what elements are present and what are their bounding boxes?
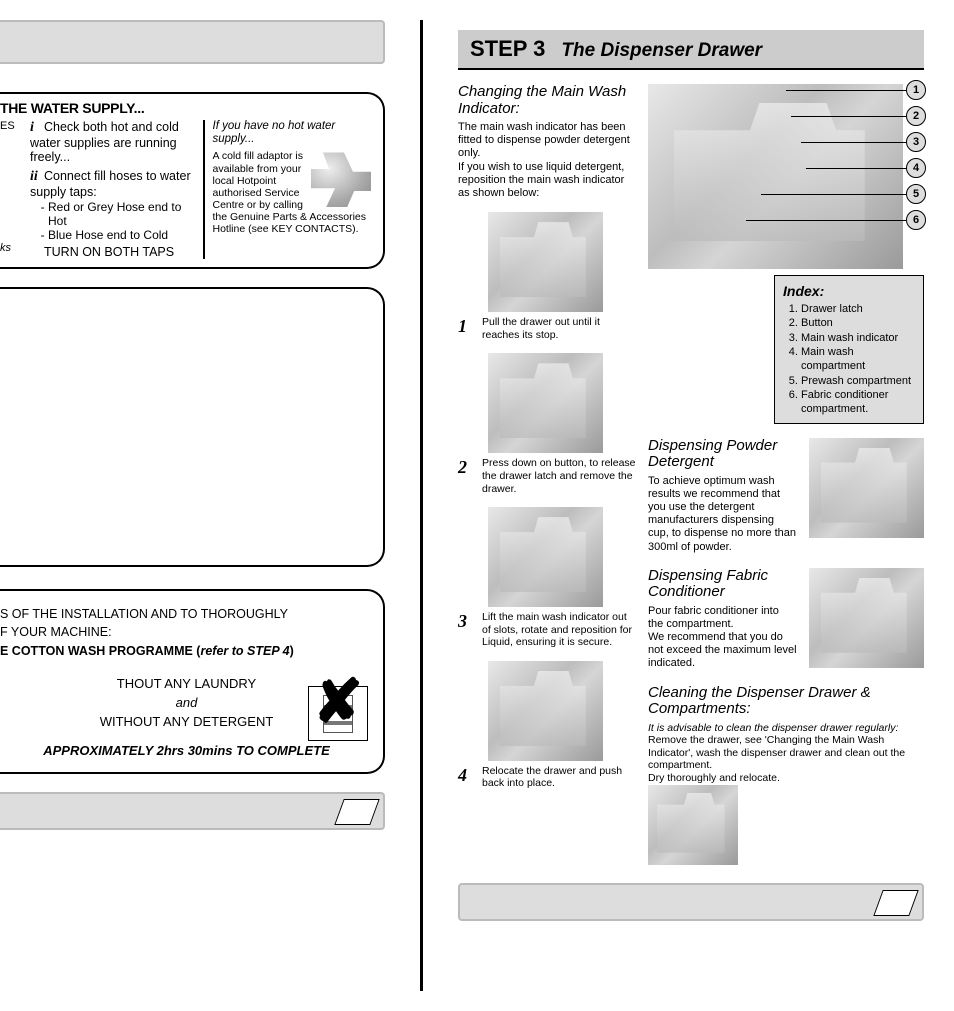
check-i: Check both hot and cold water supplies a… — [30, 120, 179, 164]
cleaning-lead: It is advisable to clean the dispenser d… — [648, 722, 924, 735]
install-box: S OF THE INSTALLATION AND TO THOROUGHLY … — [0, 589, 385, 774]
idx-1: Drawer latch — [801, 302, 915, 316]
water-checks: iCheck both hot and cold water supplies … — [30, 120, 195, 259]
left-footer-bar — [0, 792, 385, 830]
mid-empty-box — [0, 287, 385, 567]
fabric-photo — [809, 568, 924, 668]
es-label: ES — [0, 120, 22, 132]
index-box: Index: Drawer latch Button Main wash ind… — [774, 275, 924, 424]
ks-label: ks — [0, 242, 22, 254]
powder-heading: Dispensing Powder Detergent — [648, 438, 797, 471]
nohot-lead: If you have no hot water supply... — [213, 120, 372, 146]
left-column: THE WATER SUPPLY... ES ks iCheck both ho… — [0, 0, 395, 1011]
no-detergent-icon: ✘ — [308, 686, 368, 741]
changing-heading: Changing the Main Wash Indicator: — [458, 84, 636, 117]
step4: 4Relocate the drawer and push back into … — [458, 765, 636, 790]
install-line2: F YOUR MACHINE: — [0, 625, 373, 639]
divider — [203, 120, 205, 259]
check-ii: Connect fill hoses to water supply taps: — [30, 169, 191, 199]
step-header: STEP 3 The Dispenser Drawer — [458, 30, 924, 70]
no-hot-water: If you have no hot water supply... A col… — [213, 120, 374, 259]
column-divider — [420, 20, 423, 991]
step3-photo — [488, 507, 603, 607]
install-line1: S OF THE INSTALLATION AND TO THOROUGHLY — [0, 607, 373, 621]
step1-photo — [488, 212, 603, 312]
fabric-heading: Dispensing Fabric Conditioner — [648, 568, 797, 601]
approx-time: APPROXIMATELY 2hrs 30mins TO COMPLETE — [0, 743, 373, 758]
right-column: STEP 3 The Dispenser Drawer Changing the… — [448, 0, 954, 1011]
install-programme: E COTTON WASH PROGRAMME (refer to STEP 4… — [0, 644, 373, 658]
left-title-bar — [0, 20, 385, 64]
step2: 2Press down on button, to release the dr… — [458, 457, 636, 495]
step4-photo — [488, 661, 603, 761]
step1: 1Pull the drawer out until it reaches it… — [458, 316, 636, 341]
idx-4: Main wash compartment — [801, 345, 915, 374]
idx-5: Prewash compartment — [801, 374, 915, 388]
adaptor-icon — [311, 152, 371, 207]
callout-6: 6 — [906, 210, 926, 230]
step3: 3Lift the main wash indicator out of slo… — [458, 611, 636, 649]
idx-3: Main wash indicator — [801, 331, 915, 345]
turn-on-taps: TURN ON BOTH TAPS — [44, 245, 195, 259]
step-title: The Dispenser Drawer — [561, 40, 762, 62]
page: THE WATER SUPPLY... ES ks iCheck both ho… — [0, 0, 954, 1011]
step2-photo — [488, 353, 603, 453]
powder-photo — [809, 438, 924, 538]
hose-red: Red or Grey Hose end to Hot — [48, 201, 195, 229]
drawer-diagram-photo — [648, 84, 903, 269]
index-heading: Index: — [783, 282, 915, 300]
cutoff-labels: ES ks — [0, 120, 22, 259]
fabric-body: Pour fabric conditioner into the compart… — [648, 605, 797, 671]
water-heading: THE WATER SUPPLY... — [0, 100, 373, 116]
right-footer-bar — [458, 883, 924, 921]
cleaning-section: Cleaning the Dispenser Drawer & Compartm… — [648, 685, 924, 865]
callout-5: 5 — [906, 184, 926, 204]
cleaning-body: Remove the drawer, see 'Changing the Mai… — [648, 734, 924, 784]
cleaning-photo — [648, 785, 738, 865]
idx-6: Fabric conditioner compartment. — [801, 388, 915, 417]
cleaning-heading: Cleaning the Dispenser Drawer & Compartm… — [648, 685, 924, 718]
fabric-section: Dispensing Fabric Conditioner Pour fabri… — [648, 568, 924, 671]
powder-section: Dispensing Powder Detergent To achieve o… — [648, 438, 924, 554]
callout-4: 4 — [906, 158, 926, 178]
callout-2: 2 — [906, 106, 926, 126]
water-supply-box: THE WATER SUPPLY... ES ks iCheck both ho… — [0, 92, 385, 269]
page-turn-icon — [873, 890, 918, 916]
powder-body: To achieve optimum wash results we recom… — [648, 475, 797, 554]
changing-column: Changing the Main Wash Indicator: The ma… — [458, 84, 636, 865]
info-column: 1 2 3 4 5 6 — [648, 84, 924, 865]
callout-1: 1 — [906, 80, 926, 100]
idx-2: Button — [801, 316, 915, 330]
hose-blue: Blue Hose end to Cold — [48, 229, 195, 243]
callout-3: 3 — [906, 132, 926, 152]
changing-body: The main wash indicator has been fitted … — [458, 121, 636, 200]
page-turn-icon — [334, 799, 379, 825]
step-number: STEP 3 — [470, 36, 545, 62]
